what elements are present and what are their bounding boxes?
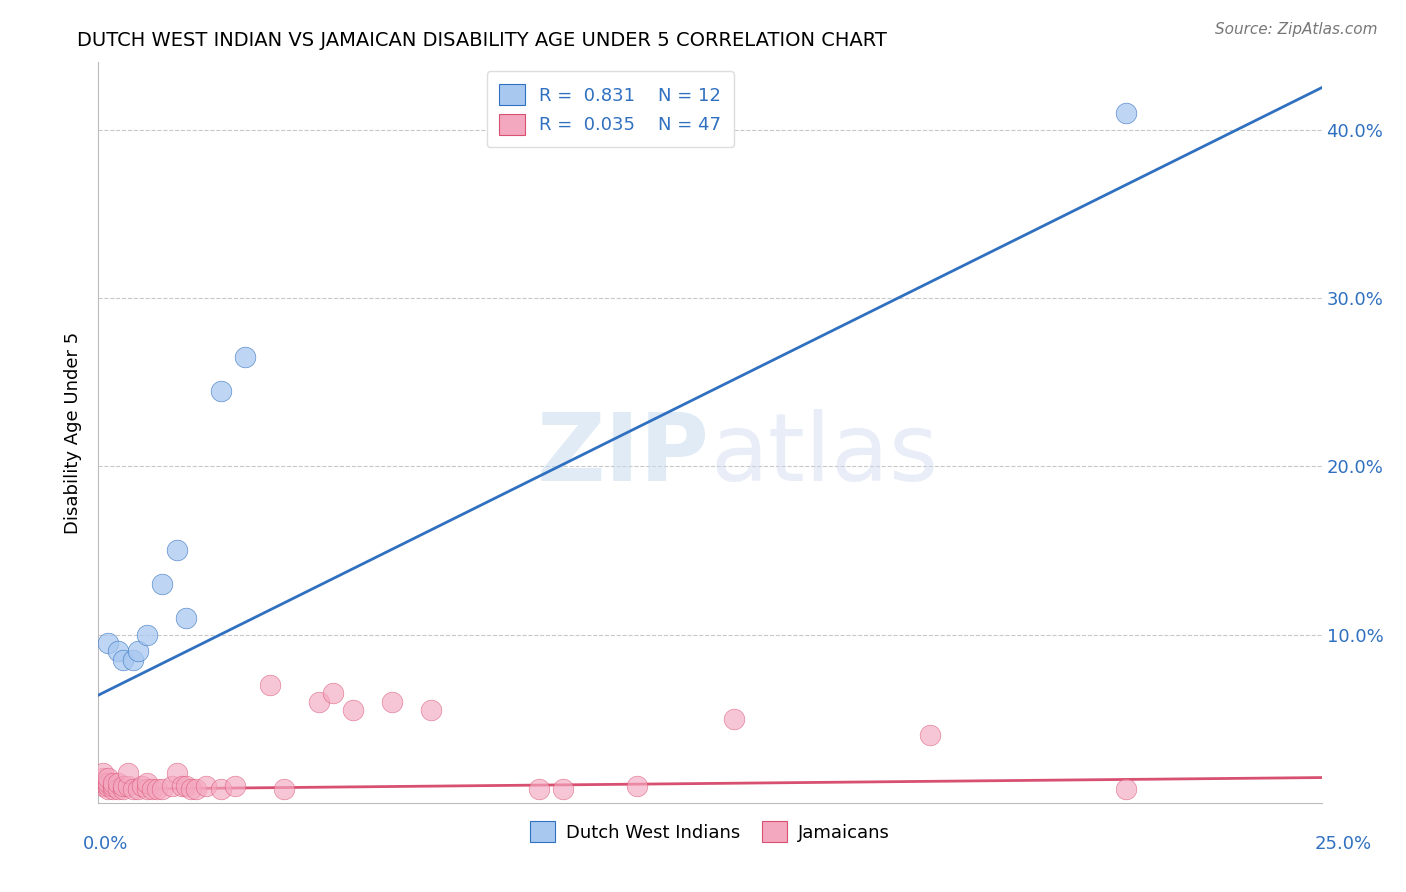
Point [97,775,120,789]
Point [107,775,129,789]
Legend: Dutch West Indians, Jamaicans: Dutch West Indians, Jamaicans [523,814,897,849]
Point [101,779,124,793]
Point [186,782,208,797]
Point [195,779,218,793]
Point [1115,782,1137,797]
Point [322,686,344,700]
Point [91,775,114,789]
Point [121,653,143,667]
Point [626,779,648,793]
Point [166,543,188,558]
Text: atlas: atlas [710,409,938,500]
Point [131,779,153,793]
Point [121,782,143,797]
Point [136,782,159,797]
Point [170,779,193,793]
Point [381,695,404,709]
Point [107,782,129,797]
Point [91,779,114,793]
Point [166,765,188,780]
Point [111,782,134,797]
Point [150,577,173,591]
Point [527,782,550,797]
Text: Source: ZipAtlas.com: Source: ZipAtlas.com [1215,22,1378,37]
Point [97,636,120,650]
Point [723,712,745,726]
Text: 0.0%: 0.0% [83,835,128,853]
Point [117,765,139,780]
Point [150,782,173,797]
Point [91,771,114,785]
Point [97,779,120,793]
Point [233,350,256,364]
Point [141,782,163,797]
Text: ZIP: ZIP [537,409,710,500]
Point [176,610,198,624]
Point [136,627,159,641]
Point [209,782,232,797]
Point [111,653,134,667]
Point [308,695,330,709]
Point [127,782,149,797]
Point [224,779,246,793]
Point [91,765,114,780]
Point [97,771,120,785]
Point [420,703,443,717]
Point [180,782,202,797]
Point [176,779,198,793]
Point [209,384,232,398]
Point [160,779,183,793]
Point [97,782,120,797]
Point [259,678,281,692]
Point [273,782,295,797]
Point [117,779,139,793]
Point [107,644,129,658]
Point [920,729,942,743]
Point [553,782,575,797]
Point [111,779,134,793]
Text: DUTCH WEST INDIAN VS JAMAICAN DISABILITY AGE UNDER 5 CORRELATION CHART: DUTCH WEST INDIAN VS JAMAICAN DISABILITY… [77,31,887,50]
Point [101,782,124,797]
Point [146,782,169,797]
Point [342,703,364,717]
Text: 25.0%: 25.0% [1315,835,1371,853]
Point [1115,106,1137,120]
Y-axis label: Disability Age Under 5: Disability Age Under 5 [65,332,83,533]
Point [127,644,149,658]
Point [101,775,124,789]
Point [136,775,159,789]
